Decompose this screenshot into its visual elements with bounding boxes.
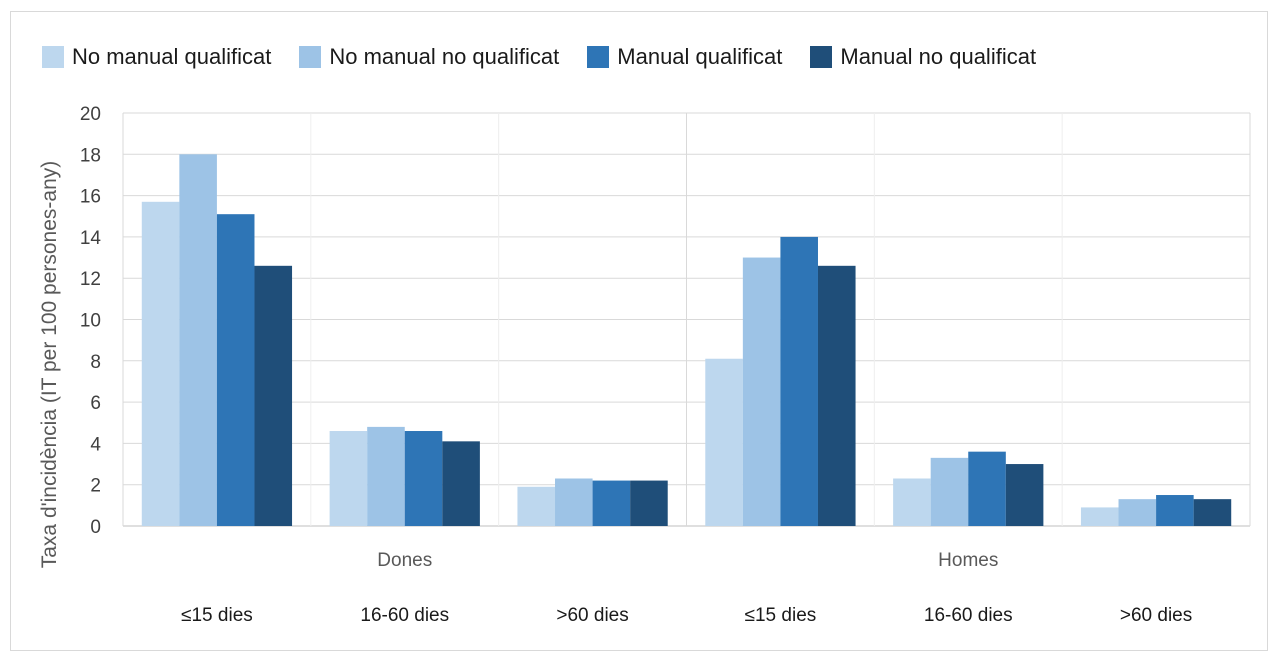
bar <box>705 358 743 526</box>
y-tick-label: 6 <box>90 393 101 414</box>
y-tick-label: 8 <box>90 352 101 373</box>
bar <box>555 478 593 526</box>
x-category-label: 16-60 dies <box>360 605 449 626</box>
x-category-label: ≤15 dies <box>181 605 253 626</box>
x-category-label: ≤15 dies <box>745 605 817 626</box>
bar <box>968 451 1006 526</box>
x-category-label: 16-60 dies <box>924 605 1013 626</box>
y-tick-label: 16 <box>80 187 101 208</box>
legend-label: Manual qualificat <box>617 44 783 69</box>
legend-label: No manual qualificat <box>72 44 272 69</box>
legend-item-no-manual-no-qualificat: No manual no qualificat <box>299 44 559 70</box>
y-tick-label: 20 <box>80 104 101 125</box>
bar <box>404 431 443 526</box>
legend-item-no-manual-qualificat: No manual qualificat <box>42 44 271 70</box>
bar <box>1005 464 1044 526</box>
bar-chart: 0 2 4 6 8 10 12 14 16 18 20 Dones Homes ≤15 dies 16-60… <box>38 104 1251 626</box>
bar <box>780 236 818 526</box>
legend-swatch <box>810 46 833 68</box>
legend-item-manual-no-qualificat: Manual no qualificat <box>810 44 1036 70</box>
bar <box>742 257 781 526</box>
bar <box>141 201 180 527</box>
y-tick-label: 10 <box>80 311 101 332</box>
y-axis-label: Taxa d'incidència (IT per 100 persones-a… <box>38 161 61 569</box>
bar <box>367 426 405 526</box>
legend-swatch <box>299 46 322 68</box>
y-tick-label: 0 <box>90 517 101 538</box>
bar <box>1156 495 1194 526</box>
bar <box>1118 499 1157 526</box>
bar <box>930 457 969 526</box>
y-tick-label: 4 <box>90 434 101 455</box>
bar <box>179 154 217 527</box>
bar <box>893 478 931 526</box>
legend-swatch <box>42 46 64 68</box>
bar <box>517 486 556 526</box>
y-tick-label: 2 <box>90 476 101 497</box>
y-tick-label: 18 <box>80 145 101 166</box>
x-group-label: Dones <box>377 550 432 571</box>
x-group-label: Homes <box>938 550 998 571</box>
bar <box>1193 499 1232 526</box>
bar <box>254 265 293 526</box>
legend-label: Manual no qualificat <box>840 44 1037 69</box>
y-tick-label: 12 <box>80 269 101 290</box>
bar <box>817 265 856 526</box>
legend-swatch <box>587 46 610 68</box>
bar <box>216 214 255 526</box>
bar <box>630 480 668 526</box>
bar <box>329 431 368 526</box>
legend: No manual qualificat No manual no qualif… <box>42 44 1064 70</box>
legend-label: No manual no qualificat <box>329 44 560 69</box>
y-tick-label: 14 <box>80 228 102 249</box>
legend-item-manual-qualificat: Manual qualificat <box>587 44 782 70</box>
bar <box>592 480 631 526</box>
bar <box>442 441 480 526</box>
x-category-label: >60 dies <box>1120 605 1192 626</box>
x-category-label: >60 dies <box>556 605 628 626</box>
bar <box>1080 507 1119 526</box>
